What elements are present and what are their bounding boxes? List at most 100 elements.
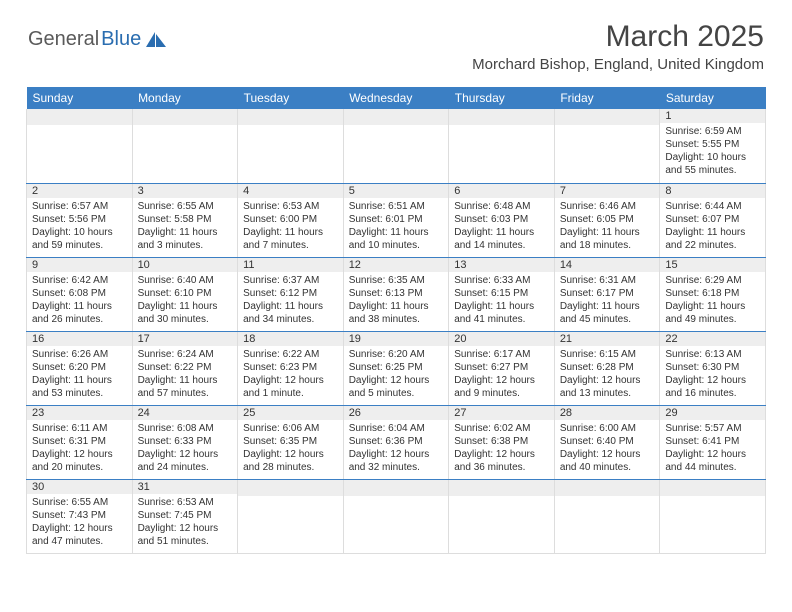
calendar-empty-cell [660,479,766,553]
day-content: Sunrise: 6:46 AMSunset: 6:05 PMDaylight:… [555,198,660,254]
sunrise-line: Sunrise: 6:00 AM [560,422,655,435]
daylight-line: Daylight: 11 hoursand 38 minutes. [349,300,444,326]
daylight-line: Daylight: 10 hoursand 55 minutes. [665,151,760,177]
calendar-table: SundayMondayTuesdayWednesdayThursdayFrid… [26,87,766,554]
day-content: Sunrise: 6:06 AMSunset: 6:35 PMDaylight:… [238,420,343,476]
day-number-bar: 22 [660,332,765,346]
day-content: Sunrise: 6:53 AMSunset: 6:00 PMDaylight:… [238,198,343,254]
day-header: Thursday [449,87,555,109]
day-number-bar: 26 [344,406,449,420]
daylight-line: Daylight: 11 hoursand 22 minutes. [665,226,760,252]
sunset-line: Sunset: 7:43 PM [32,509,127,522]
calendar-day-cell: 16Sunrise: 6:26 AMSunset: 6:20 PMDayligh… [27,331,133,405]
sunset-line: Sunset: 6:18 PM [665,287,760,300]
day-number-bar: 2 [27,184,132,198]
calendar-day-cell: 11Sunrise: 6:37 AMSunset: 6:12 PMDayligh… [238,257,344,331]
calendar-week-row: 23Sunrise: 6:11 AMSunset: 6:31 PMDayligh… [27,405,766,479]
day-content: Sunrise: 6:44 AMSunset: 6:07 PMDaylight:… [660,198,765,254]
sunset-line: Sunset: 6:38 PM [454,435,549,448]
daylight-line: Daylight: 12 hoursand 16 minutes. [665,374,760,400]
calendar-day-cell: 13Sunrise: 6:33 AMSunset: 6:15 PMDayligh… [449,257,555,331]
day-content: Sunrise: 6:24 AMSunset: 6:22 PMDaylight:… [133,346,238,402]
calendar-week-row: 1Sunrise: 6:59 AMSunset: 5:55 PMDaylight… [27,109,766,183]
sunrise-line: Sunrise: 6:13 AM [665,348,760,361]
calendar-day-cell: 15Sunrise: 6:29 AMSunset: 6:18 PMDayligh… [660,257,766,331]
calendar-day-cell: 23Sunrise: 6:11 AMSunset: 6:31 PMDayligh… [27,405,133,479]
calendar-day-cell: 18Sunrise: 6:22 AMSunset: 6:23 PMDayligh… [238,331,344,405]
day-number-bar: 31 [133,480,238,494]
sunrise-line: Sunrise: 6:20 AM [349,348,444,361]
sunrise-line: Sunrise: 6:08 AM [138,422,233,435]
day-header: Tuesday [238,87,344,109]
day-number-bar: 28 [555,406,660,420]
sunset-line: Sunset: 6:07 PM [665,213,760,226]
calendar-day-cell: 19Sunrise: 6:20 AMSunset: 6:25 PMDayligh… [343,331,449,405]
calendar-empty-cell [343,109,449,183]
sunset-line: Sunset: 6:41 PM [665,435,760,448]
daylight-line: Daylight: 12 hoursand 5 minutes. [349,374,444,400]
daylight-line: Daylight: 11 hoursand 49 minutes. [665,300,760,326]
calendar-day-cell: 20Sunrise: 6:17 AMSunset: 6:27 PMDayligh… [449,331,555,405]
day-number-bar: 3 [133,184,238,198]
day-content: Sunrise: 6:13 AMSunset: 6:30 PMDaylight:… [660,346,765,402]
sunrise-line: Sunrise: 6:31 AM [560,274,655,287]
sunset-line: Sunset: 6:22 PM [138,361,233,374]
sunrise-line: Sunrise: 6:57 AM [32,200,127,213]
daylight-line: Daylight: 12 hoursand 24 minutes. [138,448,233,474]
day-number-bar: 10 [133,258,238,272]
month-title: March 2025 [472,20,764,54]
calendar-week-row: 2Sunrise: 6:57 AMSunset: 5:56 PMDaylight… [27,183,766,257]
calendar-day-cell: 31Sunrise: 6:53 AMSunset: 7:45 PMDayligh… [132,479,238,553]
day-header: Monday [132,87,238,109]
day-number-bar: 11 [238,258,343,272]
day-number-bar [238,109,343,125]
day-header: Friday [554,87,660,109]
calendar-thead: SundayMondayTuesdayWednesdayThursdayFrid… [27,87,766,109]
daylight-line: Daylight: 12 hoursand 28 minutes. [243,448,338,474]
sunrise-line: Sunrise: 6:02 AM [454,422,549,435]
calendar-day-cell: 26Sunrise: 6:04 AMSunset: 6:36 PMDayligh… [343,405,449,479]
sunrise-line: Sunrise: 6:40 AM [138,274,233,287]
day-content: Sunrise: 6:37 AMSunset: 6:12 PMDaylight:… [238,272,343,328]
sunrise-line: Sunrise: 6:24 AM [138,348,233,361]
day-content: Sunrise: 6:15 AMSunset: 6:28 PMDaylight:… [555,346,660,402]
day-number-bar: 23 [27,406,132,420]
sunset-line: Sunset: 6:25 PM [349,361,444,374]
daylight-line: Daylight: 12 hoursand 40 minutes. [560,448,655,474]
calendar-day-cell: 21Sunrise: 6:15 AMSunset: 6:28 PMDayligh… [554,331,660,405]
day-header: Sunday [27,87,133,109]
day-number-bar: 1 [660,109,765,123]
calendar-day-cell: 27Sunrise: 6:02 AMSunset: 6:38 PMDayligh… [449,405,555,479]
calendar-day-cell: 6Sunrise: 6:48 AMSunset: 6:03 PMDaylight… [449,183,555,257]
daylight-line: Daylight: 11 hoursand 14 minutes. [454,226,549,252]
day-number-bar [238,480,343,496]
day-number-bar: 7 [555,184,660,198]
sunrise-line: Sunrise: 6:04 AM [349,422,444,435]
daylight-line: Daylight: 11 hoursand 45 minutes. [560,300,655,326]
calendar-day-cell: 17Sunrise: 6:24 AMSunset: 6:22 PMDayligh… [132,331,238,405]
logo-sail-icon [145,31,167,49]
day-content: Sunrise: 6:29 AMSunset: 6:18 PMDaylight:… [660,272,765,328]
daylight-line: Daylight: 12 hoursand 32 minutes. [349,448,444,474]
sunset-line: Sunset: 5:55 PM [665,138,760,151]
daylight-line: Daylight: 11 hoursand 3 minutes. [138,226,233,252]
sunrise-line: Sunrise: 6:44 AM [665,200,760,213]
day-content: Sunrise: 6:48 AMSunset: 6:03 PMDaylight:… [449,198,554,254]
location-text: Morchard Bishop, England, United Kingdom [472,56,764,73]
calendar-day-cell: 29Sunrise: 5:57 AMSunset: 6:41 PMDayligh… [660,405,766,479]
day-number-bar: 24 [133,406,238,420]
sunset-line: Sunset: 6:13 PM [349,287,444,300]
day-number-bar: 6 [449,184,554,198]
sunset-line: Sunset: 6:27 PM [454,361,549,374]
daylight-line: Daylight: 12 hoursand 9 minutes. [454,374,549,400]
sunrise-line: Sunrise: 6:29 AM [665,274,760,287]
sunrise-line: Sunrise: 6:06 AM [243,422,338,435]
day-content: Sunrise: 6:40 AMSunset: 6:10 PMDaylight:… [133,272,238,328]
sunrise-line: Sunrise: 6:17 AM [454,348,549,361]
sunset-line: Sunset: 6:03 PM [454,213,549,226]
title-block: March 2025 Morchard Bishop, England, Uni… [472,20,764,73]
sunset-line: Sunset: 6:01 PM [349,213,444,226]
day-number-bar: 13 [449,258,554,272]
sunset-line: Sunset: 6:28 PM [560,361,655,374]
daylight-line: Daylight: 12 hoursand 47 minutes. [32,522,127,548]
